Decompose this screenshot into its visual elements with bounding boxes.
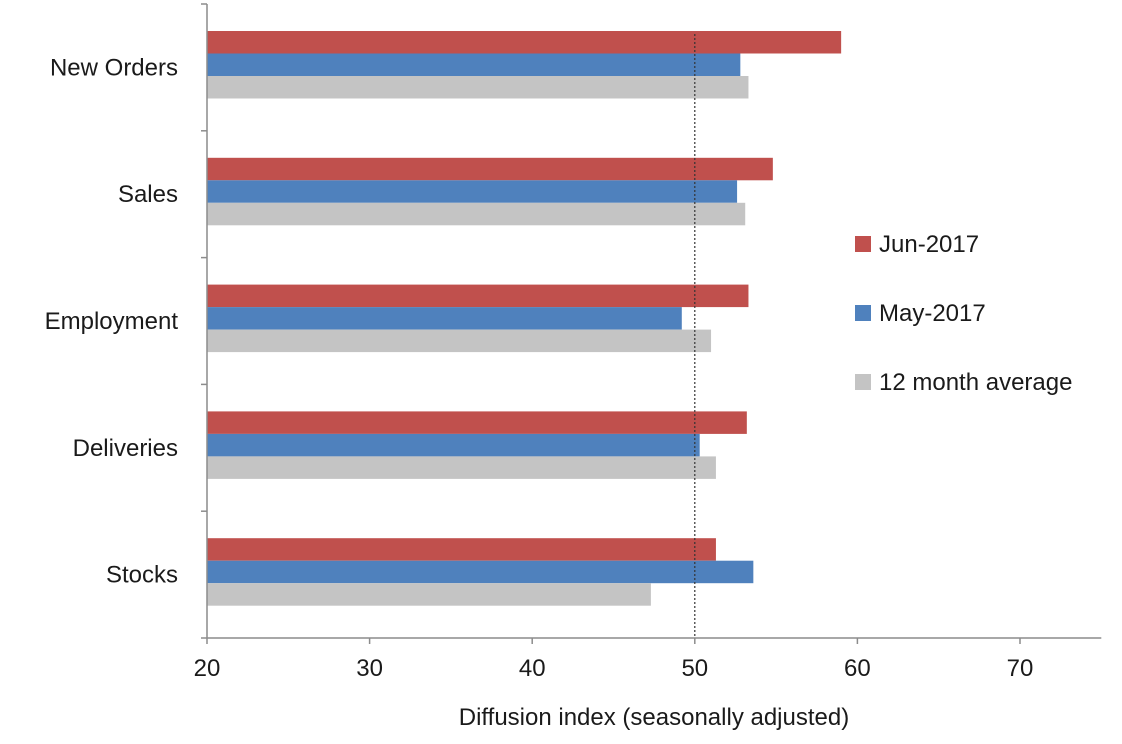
labels-group: New Orders Sales Employment Deliveries Stock… xyxy=(45,54,1034,682)
x-axis-title: Diffusion index (seasonally adjusted) xyxy=(459,704,849,731)
y-tick-label: Sales xyxy=(118,181,178,208)
y-tick-label: Employment xyxy=(45,308,179,335)
y-tick-label: New Orders xyxy=(50,54,178,81)
bar-employment-may-2017 xyxy=(207,307,682,330)
axes-group xyxy=(201,3,1102,644)
legend-label: Jun-2017 xyxy=(879,231,979,258)
legend-swatch xyxy=(855,305,871,321)
x-tick-label: 60 xyxy=(844,655,871,682)
x-tick-label: 20 xyxy=(194,655,221,682)
bar-stocks-jun-2017 xyxy=(207,538,716,561)
bar-employment-jun-2017 xyxy=(207,284,749,308)
bars-group xyxy=(207,31,842,606)
bar-sales-12-month-average xyxy=(207,202,746,226)
bar-sales-jun-2017 xyxy=(207,157,773,181)
bar-new-orders-12-month-average xyxy=(207,76,749,99)
bar-stocks-may-2017 xyxy=(207,560,754,584)
x-tick-label: 70 xyxy=(1007,655,1034,682)
x-tick-label: 30 xyxy=(356,655,383,682)
legend-swatch xyxy=(855,236,871,252)
bar-employment-12-month-average xyxy=(207,329,712,353)
x-tick-label: 40 xyxy=(519,655,546,682)
bar-deliveries-jun-2017 xyxy=(207,411,747,434)
bar-deliveries-may-2017 xyxy=(207,433,700,457)
legend-swatch xyxy=(855,374,871,390)
bar-stocks-12-month-average xyxy=(207,583,651,606)
bar-new-orders-may-2017 xyxy=(207,53,741,76)
bar-deliveries-12-month-average xyxy=(207,456,716,479)
legend-label: May-2017 xyxy=(879,300,986,327)
y-tick-label: Deliveries xyxy=(73,435,178,462)
legend: Jun-2017 May-2017 12 month average xyxy=(855,231,1072,396)
bar-sales-may-2017 xyxy=(207,180,738,203)
x-tick-label: 50 xyxy=(681,655,708,682)
bar-new-orders-jun-2017 xyxy=(207,31,842,54)
y-tick-label: Stocks xyxy=(106,562,178,589)
legend-label: 12 month average xyxy=(879,369,1072,396)
